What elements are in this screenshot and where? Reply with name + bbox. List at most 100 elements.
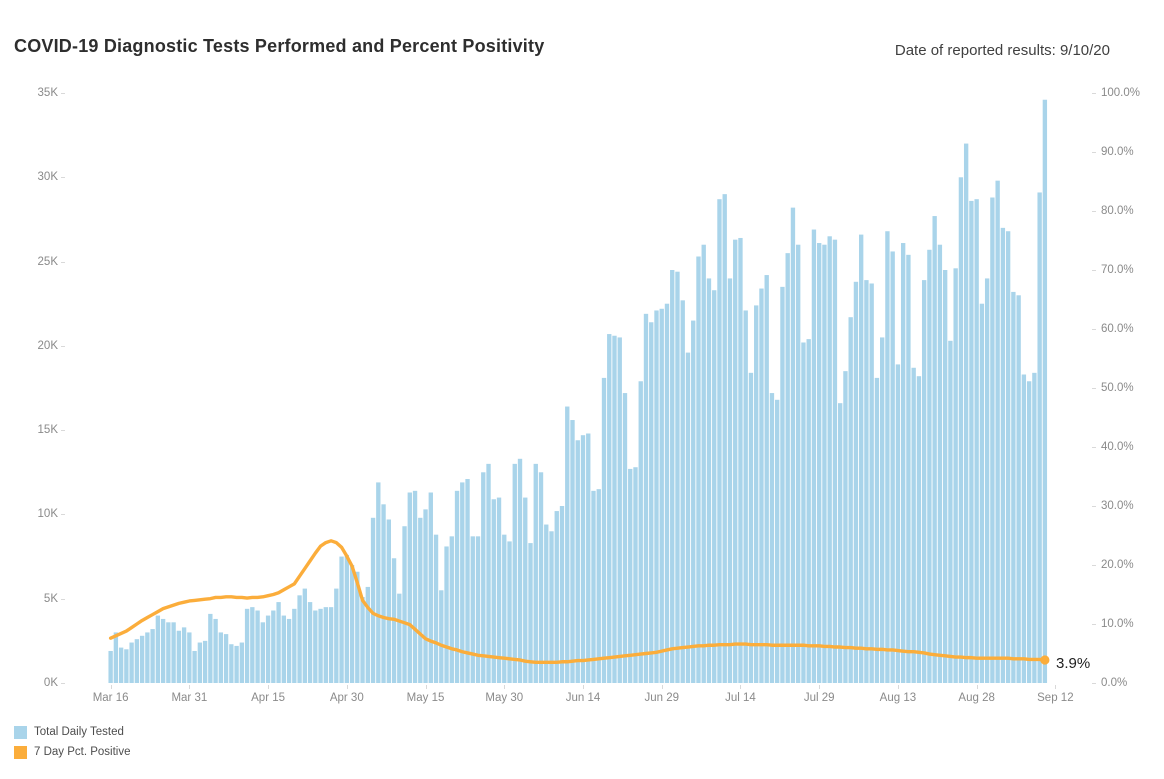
daily-tested-bar[interactable] — [538, 472, 544, 683]
daily-tested-bar[interactable] — [218, 632, 224, 683]
daily-tested-bar[interactable] — [859, 234, 864, 683]
daily-tested-bar[interactable] — [780, 286, 785, 683]
daily-tested-bar[interactable] — [817, 243, 822, 683]
daily-tested-bar[interactable] — [465, 479, 470, 683]
daily-tested-bar[interactable] — [675, 271, 680, 683]
daily-tested-bar[interactable] — [512, 463, 517, 683]
daily-tested-bar[interactable] — [454, 490, 460, 683]
daily-tested-bar[interactable] — [748, 372, 754, 683]
daily-tested-bar[interactable] — [743, 310, 748, 683]
daily-tested-bar[interactable] — [801, 342, 806, 683]
daily-tested-bar[interactable] — [921, 280, 927, 683]
daily-tested-bar[interactable] — [339, 556, 344, 683]
legend-item[interactable]: 7 Day Pct. Positive — [14, 742, 131, 762]
daily-tested-bar[interactable] — [712, 290, 717, 683]
daily-tested-bar[interactable] — [853, 281, 859, 683]
daily-tested-bar[interactable] — [349, 565, 355, 683]
daily-tested-bar[interactable] — [208, 613, 213, 683]
daily-tested-bar[interactable] — [297, 595, 302, 683]
daily-tested-bar[interactable] — [1042, 99, 1048, 683]
daily-tested-bar[interactable] — [832, 239, 838, 683]
daily-tested-bar[interactable] — [622, 393, 628, 683]
daily-tested-bar[interactable] — [124, 649, 129, 683]
daily-tested-bar[interactable] — [517, 458, 523, 683]
daily-tested-bar[interactable] — [250, 607, 255, 683]
daily-tested-bar[interactable] — [769, 393, 775, 683]
daily-tested-bar[interactable] — [565, 406, 570, 683]
daily-tested-bar[interactable] — [145, 632, 150, 683]
daily-tested-bar[interactable] — [360, 597, 365, 683]
daily-tested-bar[interactable] — [575, 440, 580, 683]
daily-tested-bar[interactable] — [265, 615, 271, 683]
daily-tested-bar[interactable] — [638, 381, 643, 683]
daily-tested-bar[interactable] — [775, 399, 780, 683]
daily-tested-bar[interactable] — [412, 490, 418, 683]
daily-tested-bar[interactable] — [969, 200, 974, 683]
daily-tested-bar[interactable] — [953, 268, 958, 683]
daily-tested-bar[interactable] — [942, 270, 948, 683]
daily-tested-bar[interactable] — [197, 642, 203, 683]
pct-positive-end-dot[interactable] — [1040, 655, 1050, 665]
daily-tested-bar[interactable] — [586, 433, 591, 683]
daily-tested-bar[interactable] — [822, 244, 827, 683]
daily-tested-bar[interactable] — [880, 337, 885, 683]
daily-tested-bar[interactable] — [166, 622, 171, 683]
daily-tested-bar[interactable] — [381, 504, 386, 683]
daily-tested-bar[interactable] — [202, 640, 208, 683]
daily-tested-bar[interactable] — [302, 588, 307, 683]
daily-tested-bar[interactable] — [192, 650, 197, 683]
daily-tested-bar[interactable] — [927, 249, 932, 683]
daily-tested-bar[interactable] — [181, 627, 187, 683]
daily-tested-bar[interactable] — [1005, 231, 1011, 683]
daily-tested-bar[interactable] — [475, 536, 481, 683]
daily-tested-bar[interactable] — [1032, 372, 1037, 683]
daily-tested-bar[interactable] — [507, 541, 512, 683]
daily-tested-bar[interactable] — [481, 472, 486, 683]
daily-tested-bar[interactable] — [727, 278, 733, 683]
daily-tested-bar[interactable] — [402, 526, 407, 683]
daily-tested-bar[interactable] — [549, 531, 554, 683]
daily-tested-bar[interactable] — [696, 256, 701, 683]
daily-tested-bar[interactable] — [790, 207, 796, 683]
daily-tested-bar[interactable] — [344, 554, 349, 683]
daily-tested-bar[interactable] — [685, 352, 691, 683]
daily-tested-bar[interactable] — [187, 632, 192, 683]
daily-tested-bar[interactable] — [1000, 227, 1006, 683]
chart-plot-area[interactable] — [108, 93, 1058, 683]
daily-tested-bar[interactable] — [607, 334, 612, 683]
daily-tested-bar[interactable] — [386, 519, 391, 683]
daily-tested-bar[interactable] — [979, 303, 985, 683]
daily-tested-bar[interactable] — [680, 300, 685, 683]
daily-tested-bar[interactable] — [670, 270, 675, 683]
daily-tested-bar[interactable] — [1026, 381, 1032, 683]
daily-tested-bar[interactable] — [701, 244, 706, 683]
daily-tested-bar[interactable] — [570, 420, 575, 683]
daily-tested-bar[interactable] — [470, 536, 475, 683]
daily-tested-bar[interactable] — [911, 367, 916, 683]
daily-tested-bar[interactable] — [129, 642, 134, 683]
daily-tested-bar[interactable] — [544, 524, 549, 683]
daily-tested-bar[interactable] — [1011, 291, 1016, 683]
daily-tested-bar[interactable] — [276, 602, 281, 683]
daily-tested-bar[interactable] — [984, 278, 990, 683]
daily-tested-bar[interactable] — [1021, 374, 1027, 683]
daily-tested-bar[interactable] — [176, 630, 182, 683]
daily-tested-bar[interactable] — [255, 610, 260, 683]
daily-tested-bar[interactable] — [554, 511, 559, 683]
daily-tested-bar[interactable] — [796, 244, 801, 683]
daily-tested-bar[interactable] — [328, 607, 334, 683]
daily-tested-bar[interactable] — [559, 506, 565, 683]
daily-tested-bar[interactable] — [838, 403, 843, 683]
daily-tested-bar[interactable] — [733, 239, 738, 683]
daily-tested-bar[interactable] — [874, 377, 880, 683]
daily-tested-bar[interactable] — [717, 199, 722, 683]
daily-tested-bar[interactable] — [260, 622, 266, 683]
daily-tested-bar[interactable] — [439, 590, 444, 683]
daily-tested-bar[interactable] — [376, 482, 381, 683]
daily-tested-bar[interactable] — [292, 608, 297, 683]
daily-tested-bar[interactable] — [612, 335, 617, 683]
daily-tested-bar[interactable] — [523, 497, 528, 683]
daily-tested-bar[interactable] — [869, 283, 874, 683]
daily-tested-bar[interactable] — [407, 492, 412, 683]
daily-tested-bar[interactable] — [843, 371, 848, 683]
